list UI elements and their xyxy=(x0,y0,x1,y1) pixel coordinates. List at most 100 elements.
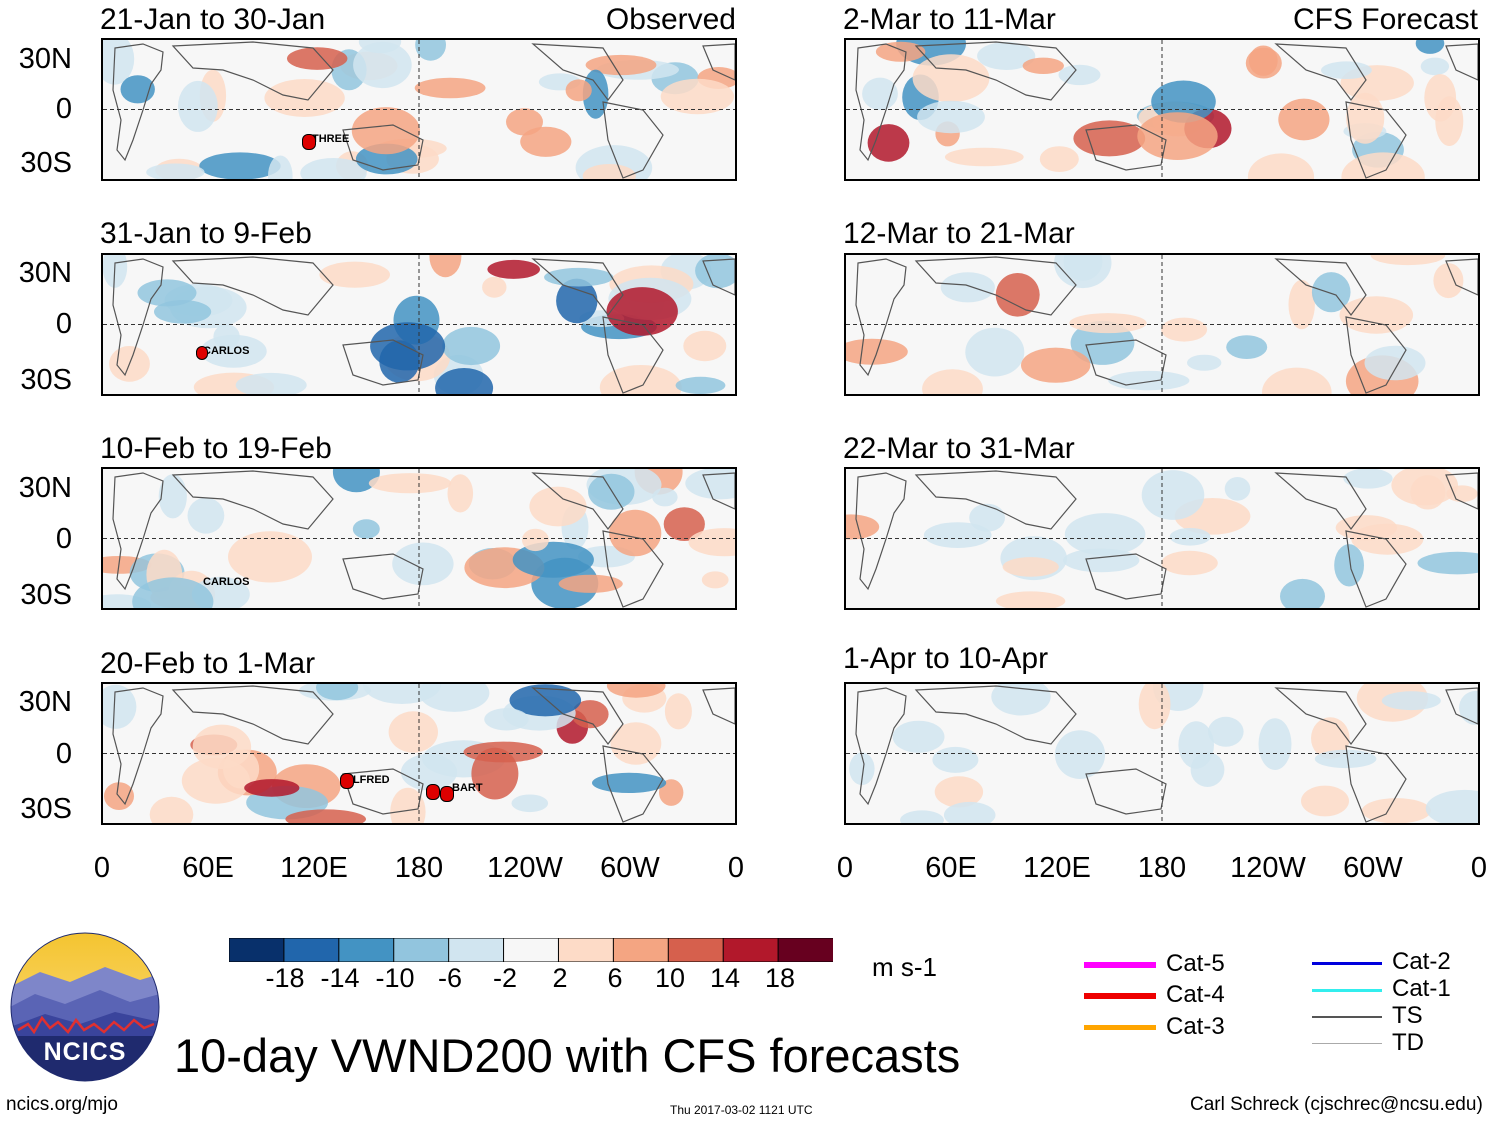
anomaly-contour xyxy=(1433,263,1464,299)
lat-label-30n: 30N xyxy=(18,686,72,718)
anomaly-field xyxy=(103,469,735,608)
anomaly-contour xyxy=(415,40,446,61)
anomaly-contour xyxy=(1459,690,1478,725)
anomaly-contour xyxy=(664,693,692,730)
anomaly-contour xyxy=(875,41,926,62)
legend-label-cat3: Cat-3 xyxy=(1166,1013,1225,1040)
anomaly-contour xyxy=(447,474,474,513)
anomaly-contour xyxy=(944,147,1024,167)
footer-url[interactable]: ncics.org/mjo xyxy=(6,1094,118,1115)
storm-label-carlos: CARLOS xyxy=(203,345,250,357)
anomaly-contour xyxy=(520,126,572,157)
colorbar-swatch xyxy=(448,937,505,963)
colorbar-swatches xyxy=(228,937,835,963)
anomaly-contour xyxy=(1169,528,1211,546)
coastline xyxy=(171,685,334,745)
anomaly-field xyxy=(846,684,1478,823)
colorbar-swatch xyxy=(777,937,835,963)
coastline xyxy=(1085,768,1167,815)
coastline xyxy=(1274,258,1367,316)
anomaly-contour xyxy=(1002,557,1059,577)
coastline xyxy=(342,124,424,171)
anomaly-contour xyxy=(1334,544,1364,587)
lon-label: 0 xyxy=(1470,852,1488,884)
anomaly-contour xyxy=(969,503,1005,532)
anomaly-contour xyxy=(571,700,609,729)
lat-label-0: 0 xyxy=(55,308,72,340)
coastline xyxy=(531,472,624,530)
coastline xyxy=(914,41,1077,101)
anomaly-contour xyxy=(390,787,426,823)
lon-label: 120E xyxy=(1023,852,1091,884)
coastline xyxy=(112,258,164,377)
panel-title-2: 31-Jan to 9-Feb xyxy=(100,217,312,250)
coastline xyxy=(1445,687,1478,725)
colorbar-label: 10 xyxy=(654,963,686,993)
storm-label-bart: BART xyxy=(452,782,483,794)
storm-marker xyxy=(196,346,208,360)
map-panel-1 xyxy=(101,38,737,181)
lat-label-0: 0 xyxy=(55,523,72,555)
anomaly-contour xyxy=(1069,313,1147,334)
legend-line-cat1 xyxy=(1312,989,1382,992)
colorbar-swatch xyxy=(667,937,725,963)
map-panel-6 xyxy=(844,253,1480,396)
anomaly-contour xyxy=(862,77,898,110)
anomaly-contour xyxy=(943,801,996,823)
colorbar-label: -2 xyxy=(492,963,517,993)
anomaly-contour xyxy=(912,54,990,103)
colorbar-swatch xyxy=(503,937,560,963)
anomaly-contour xyxy=(544,267,614,287)
anomaly-contour xyxy=(1054,730,1106,779)
anomaly-contour xyxy=(103,684,137,729)
anomaly-contour xyxy=(213,324,240,349)
anomaly-contour xyxy=(471,747,519,800)
coastline xyxy=(112,472,164,591)
anomaly-contour xyxy=(1278,98,1330,141)
anomaly-field xyxy=(103,684,735,823)
panel-title-4: 20-Feb to 1-Mar xyxy=(100,647,316,680)
lon-label: 180 xyxy=(394,852,444,884)
coastline xyxy=(914,470,1077,530)
storm-marker xyxy=(340,773,354,789)
colorbar-label: 14 xyxy=(709,963,741,993)
anomaly-contour xyxy=(414,77,486,99)
coastline xyxy=(112,43,164,162)
storm-marker xyxy=(440,786,454,802)
legend-line-cat5 xyxy=(1084,962,1156,968)
anomaly-contour xyxy=(1335,515,1398,541)
anomaly-contour xyxy=(244,779,300,797)
anomaly-contour xyxy=(683,330,727,362)
anomaly-contour xyxy=(400,753,458,791)
coastline xyxy=(914,685,1077,745)
panel-tag-observed: Observed xyxy=(605,3,736,36)
anomaly-contour xyxy=(934,776,984,808)
coastline xyxy=(702,472,735,510)
anomaly-contour xyxy=(610,722,662,765)
panel-title-8: 1-Apr to 10-Apr xyxy=(843,642,1049,675)
anomaly-contour xyxy=(353,41,412,89)
anomaly-contour xyxy=(1054,255,1112,289)
anomaly-contour xyxy=(199,152,281,179)
anomaly-contour xyxy=(1346,92,1385,144)
anomaly-contour xyxy=(1314,749,1377,769)
anomaly-contour xyxy=(484,708,529,731)
anomaly-contour xyxy=(1262,367,1332,394)
anomaly-contour xyxy=(146,163,205,179)
panel-title-5: 2-Mar to 11-Mar xyxy=(843,3,1056,36)
anomaly-contour xyxy=(158,474,187,519)
anomaly-contour xyxy=(1417,551,1478,575)
colorbar-swatch xyxy=(557,937,615,963)
lat-label-30n: 30N xyxy=(18,472,72,504)
colorbar-swatch xyxy=(228,937,285,963)
anomaly-contour xyxy=(1039,146,1079,172)
anomaly-contour xyxy=(585,54,657,76)
coastline xyxy=(531,43,624,101)
anomaly-contour xyxy=(419,684,490,712)
coastline xyxy=(342,339,424,386)
anomaly-contour xyxy=(688,528,735,557)
anomaly-contour xyxy=(1073,120,1146,157)
anomaly-contour xyxy=(1247,153,1315,179)
coastline xyxy=(702,687,735,725)
coastline xyxy=(1085,124,1167,171)
